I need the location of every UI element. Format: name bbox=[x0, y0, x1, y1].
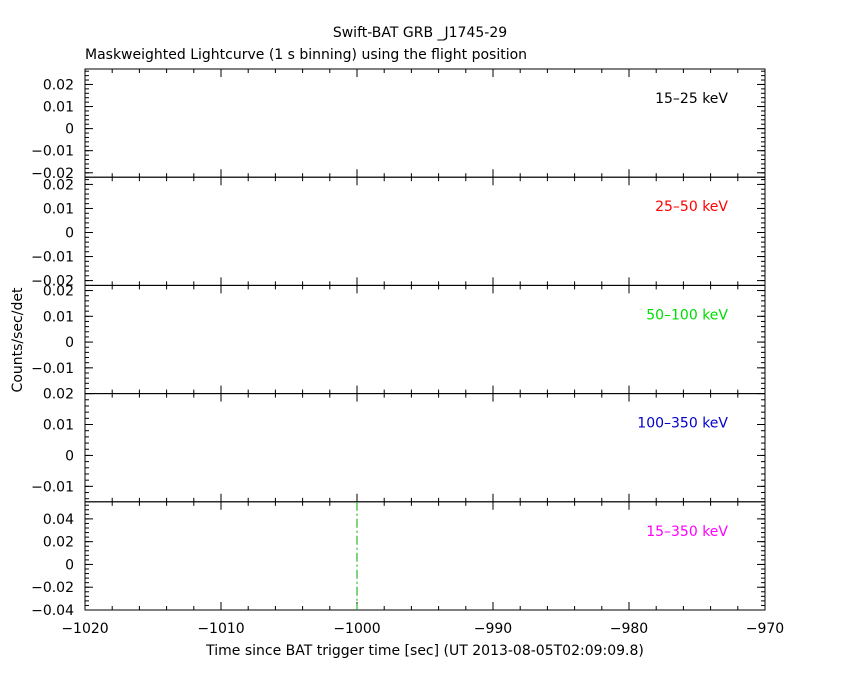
y-tick-label: −0.04 bbox=[31, 603, 74, 619]
y-tick-label: 0 bbox=[65, 557, 74, 573]
band-label: 25–50 keV bbox=[655, 199, 728, 215]
band-label: 100–350 keV bbox=[637, 416, 728, 432]
y-tick-label: 0.02 bbox=[43, 284, 74, 300]
y-tick-label: 0 bbox=[65, 226, 74, 242]
band-label: 15–350 keV bbox=[646, 524, 728, 540]
y-tick-label: −0.02 bbox=[31, 166, 74, 182]
panel-stack: 0.02 0.01 0 −0.01 −0.02 15–25 keV 0.02 0.01 0 −0.… bbox=[31, 68, 766, 619]
chart-subtitle: Maskweighted Lightcurve (1 s binning) us… bbox=[85, 47, 527, 63]
panel-frame bbox=[84, 68, 766, 178]
y-tick-label: 0.02 bbox=[43, 387, 74, 403]
y-tick-label: −0.01 bbox=[31, 144, 74, 160]
panel-3: 0.02 0.01 0 −0.01 0.02 50–100 keV bbox=[31, 284, 766, 403]
y-tick-label: 0.04 bbox=[43, 512, 74, 528]
y-tick-label: 0 bbox=[65, 335, 74, 351]
y-tick-label: 0.02 bbox=[43, 77, 74, 93]
x-axis-label: Time since BAT trigger time [sec] (UT 20… bbox=[205, 643, 644, 659]
panel-5: 0.04 0.02 0 −0.02 −0.04 15–350 keV bbox=[31, 501, 766, 619]
y-tick-label: −0.02 bbox=[31, 274, 74, 290]
y-tick-label: −0.01 bbox=[31, 361, 74, 377]
panel-frame bbox=[84, 501, 766, 611]
y-tick-label: 0.01 bbox=[43, 201, 74, 217]
panel-frame bbox=[84, 176, 766, 286]
panel-4: 0.01 0 −0.01 100–350 keV bbox=[31, 393, 766, 503]
x-tick-label: −1020 bbox=[61, 621, 108, 637]
y-tick-label: 0.01 bbox=[43, 309, 74, 325]
panel-1: 0.02 0.01 0 −0.01 −0.02 15–25 keV bbox=[31, 68, 766, 182]
x-tick-label: −990 bbox=[474, 621, 512, 637]
y-axis-label: Counts/sec/det bbox=[10, 287, 26, 392]
x-tick-label: −1010 bbox=[197, 621, 244, 637]
y-tick-label: 0.01 bbox=[43, 100, 74, 116]
y-tick-label: −0.02 bbox=[31, 580, 74, 596]
y-tick-label: 0 bbox=[65, 448, 74, 464]
y-tick-label: −0.01 bbox=[31, 250, 74, 266]
chart-title: Swift-BAT GRB _J1745-29 bbox=[333, 25, 507, 41]
x-tick-label: −1000 bbox=[333, 621, 380, 637]
y-tick-label: 0 bbox=[65, 122, 74, 138]
band-label: 50–100 keV bbox=[646, 307, 728, 323]
panel-frame bbox=[84, 393, 766, 503]
band-label: 15–25 keV bbox=[655, 91, 728, 107]
y-tick-label: −0.01 bbox=[31, 479, 74, 495]
y-tick-label: 0.02 bbox=[43, 535, 74, 551]
x-tick-label: −970 bbox=[746, 621, 784, 637]
x-tick-label: −980 bbox=[610, 621, 648, 637]
panel-2: 0.02 0.01 0 −0.01 −0.02 25–50 keV bbox=[31, 176, 766, 290]
panel-frame bbox=[84, 284, 766, 395]
x-axis: −1020 −1010 −1000 −990 −980 −970 bbox=[61, 621, 784, 637]
y-tick-label: 0.02 bbox=[43, 177, 74, 193]
y-tick-label: 0.01 bbox=[43, 418, 74, 434]
